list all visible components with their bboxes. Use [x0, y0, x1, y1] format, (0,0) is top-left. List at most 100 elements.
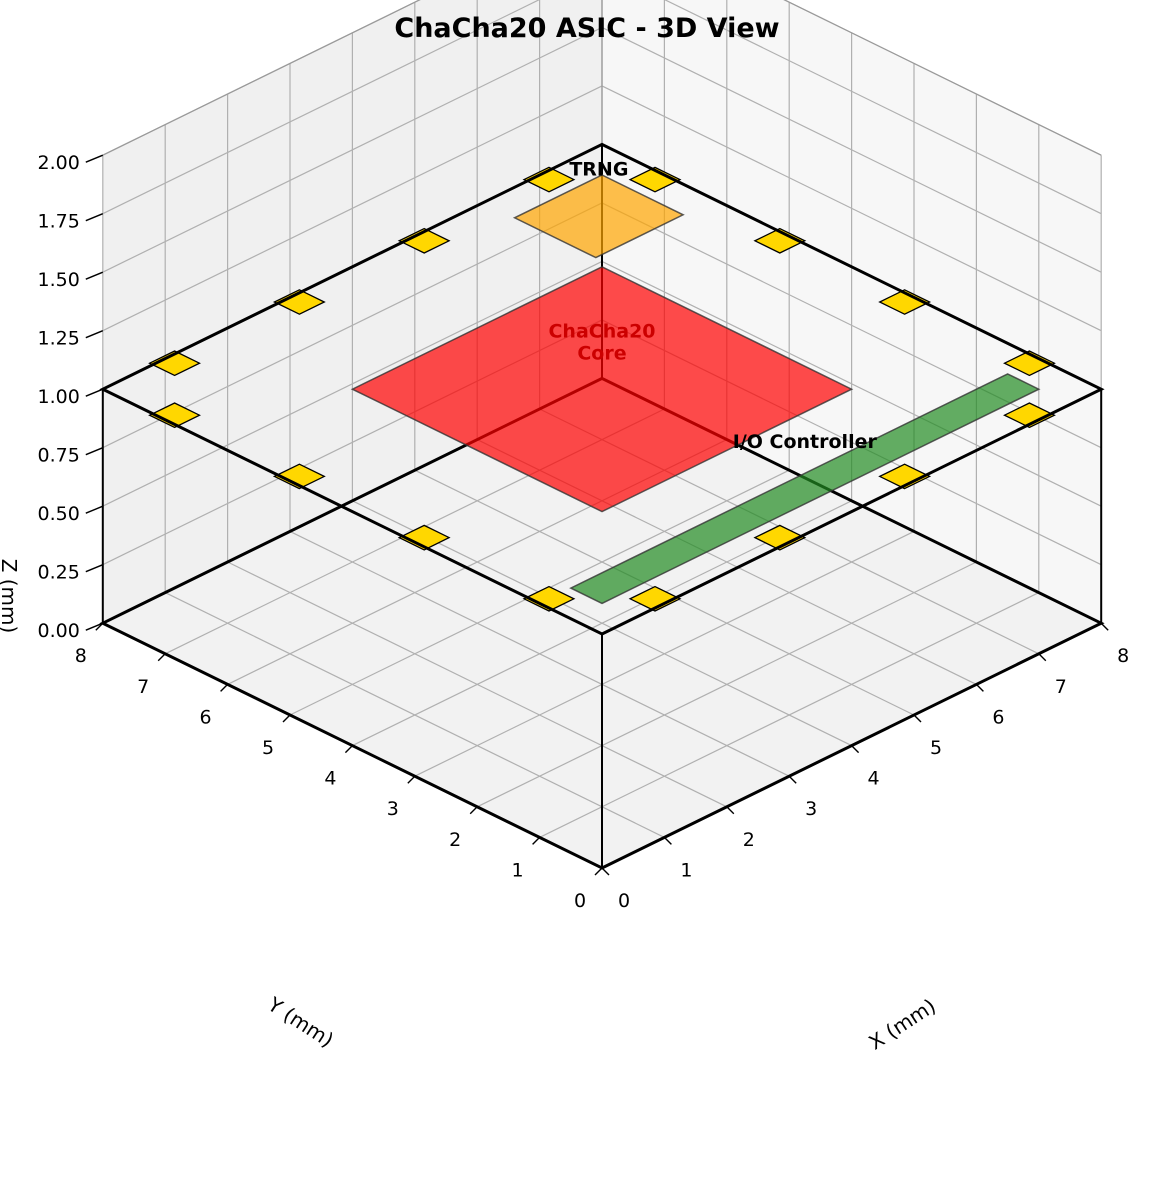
grid-line-back-z-right [664, 0, 1102, 215]
x-axis-label: X (mm) [864, 994, 940, 1055]
axis-ticks: 0 1 2 3 4 5 6 7 8 0 1 2 3 4 5 6 7 8 0.00 0.25 0.50 0.75 1.00 1.… [37, 152, 1129, 912]
block-label-line: TRNG [569, 159, 628, 181]
grid-line-back-z-left [102, 202, 603, 449]
x-tick-label: 6 [992, 706, 1004, 728]
pane-edge-top-left [102, 0, 421, 156]
z-axis-label: Z (mm) [0, 559, 21, 634]
x-tick-label: 0 [618, 890, 630, 912]
x-tick-label: 3 [805, 798, 817, 820]
x-tick-mark [851, 745, 860, 754]
grid-line-floor-y [476, 561, 977, 808]
y-tick-label: 4 [324, 768, 336, 790]
io-pad [522, 166, 576, 193]
x-tick-mark [663, 836, 672, 845]
x-tick-mark [601, 867, 610, 876]
z-tick-mark [85, 330, 104, 339]
io-pad [397, 227, 451, 254]
io-pad [878, 289, 932, 315]
x-tick-mark [788, 775, 797, 784]
x-tick-label: 8 [1117, 645, 1129, 667]
io-pad [1003, 350, 1056, 377]
y-tick-mark [407, 775, 416, 784]
z-tick-label: 1.50 [37, 269, 79, 291]
z-tick-mark [85, 213, 104, 222]
z-tick-mark [85, 154, 104, 163]
z-tick-mark [85, 505, 104, 514]
block-i-o-controller [569, 373, 1041, 605]
x-tick-label: 1 [680, 859, 692, 881]
z-tick-mark [85, 447, 104, 456]
y-tick-mark [220, 683, 229, 692]
z-tick-mark [85, 564, 104, 573]
x-tick-mark [1038, 653, 1047, 662]
y-tick-label: 8 [75, 645, 87, 667]
die-top-outline [99, 142, 1105, 636]
z-tick-label: 1.25 [37, 328, 79, 350]
y-tick-mark [532, 836, 541, 845]
io-pad [148, 350, 201, 377]
z-tick-label: 0.50 [37, 503, 79, 525]
z-tick-label: 1.75 [37, 211, 79, 233]
y-tick-label: 5 [262, 737, 274, 759]
y-tick-label: 1 [512, 859, 524, 881]
block-chacha20-core [350, 265, 854, 513]
x-tick-label: 5 [930, 737, 942, 759]
z-tick-label: 0.75 [37, 445, 79, 467]
block-label: TRNG [569, 159, 628, 181]
io-pad [628, 585, 682, 612]
chart-title: ChaCha20 ASIC - 3D View [394, 13, 779, 44]
block-label-line: Core [577, 342, 626, 364]
x-tick-label: 7 [1055, 676, 1067, 698]
io-pad [397, 524, 451, 551]
grid-line-back-z-right [601, 26, 1102, 273]
block-label: ChaCha20 Core [548, 320, 655, 364]
y-tick-label: 7 [137, 676, 149, 698]
grid-line-back-z-right [601, 85, 1102, 332]
z-tick-label: 0.00 [37, 620, 79, 642]
z-tick-mark [85, 388, 104, 397]
block-label-line: I/O Controller [733, 431, 878, 453]
io-pad [148, 402, 201, 429]
grid-line-floor-y [414, 530, 915, 777]
io-pad [878, 463, 932, 490]
io-pad [753, 524, 807, 551]
y-tick-label: 6 [200, 706, 212, 728]
io-pad [753, 227, 807, 254]
y-tick-mark [157, 653, 166, 662]
z-tick-mark [85, 271, 104, 280]
z-tick-label: 1.00 [37, 386, 79, 408]
y-tick-label: 2 [449, 829, 461, 851]
x-tick-mark [726, 806, 735, 815]
y-tick-label: 0 [574, 890, 586, 912]
io-pad [1003, 402, 1056, 429]
grid-line-back-z-right [601, 260, 1102, 507]
grid-line-back-z-right [601, 202, 1102, 449]
io-pad [272, 289, 326, 315]
block-trng [512, 174, 685, 259]
block-labels: ChaCha20 Core I/O Controller TRNG [548, 159, 877, 453]
y-tick-mark [282, 714, 291, 723]
y-axis-label: Y (mm) [263, 992, 338, 1053]
die-surface-elements [148, 166, 1056, 612]
grid-line-back-z-left [102, 260, 603, 507]
grid-line-back-z-left [102, 0, 540, 215]
z-tick-label: 0.25 [37, 562, 79, 584]
grid-line-floor-y [539, 592, 1040, 838]
grid-line-back-z-left [102, 85, 603, 332]
x-tick-mark [975, 683, 984, 692]
x-tick-mark [1100, 622, 1109, 631]
x-tick-label: 2 [743, 829, 755, 851]
io-pad [522, 585, 576, 612]
y-tick-mark [594, 867, 603, 876]
x-tick-mark [913, 714, 922, 723]
y-tick-mark [344, 745, 353, 754]
block-label-line: ChaCha20 [548, 320, 655, 342]
block-label: I/O Controller [733, 431, 878, 453]
io-pad [272, 463, 326, 490]
z-tick-mark [85, 622, 104, 631]
x-tick-label: 4 [868, 768, 880, 790]
z-tick-label: 2.00 [37, 152, 79, 174]
io-pad [628, 166, 682, 193]
grid-line-back-z-left [102, 26, 603, 273]
